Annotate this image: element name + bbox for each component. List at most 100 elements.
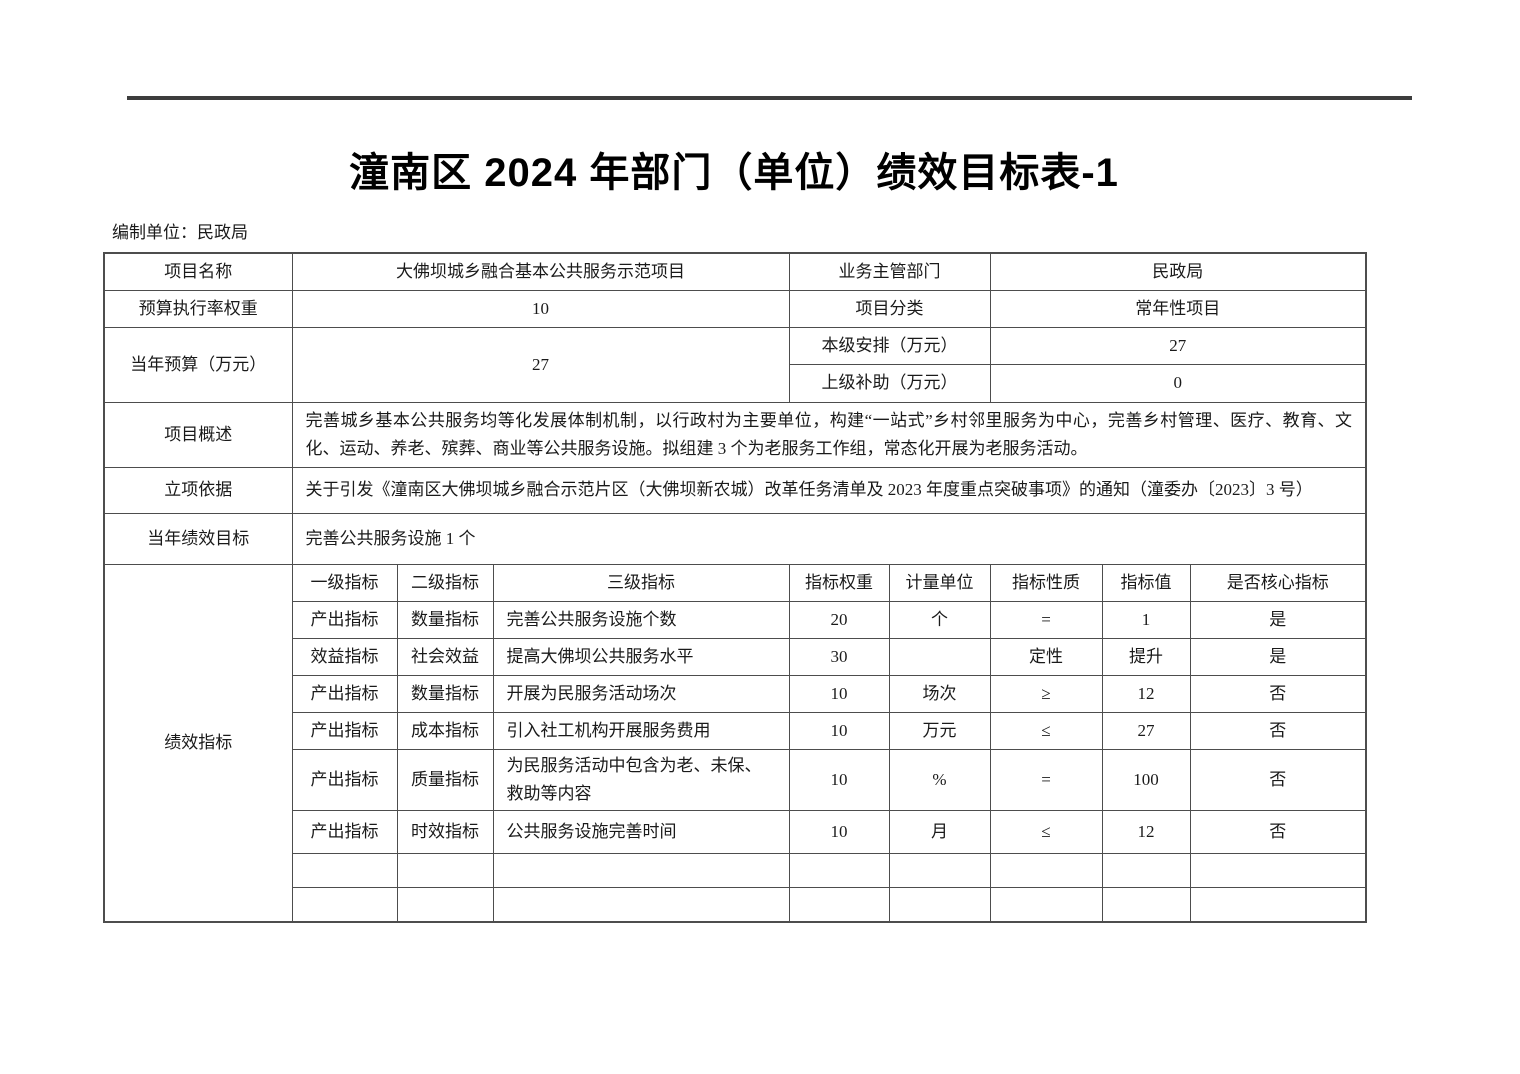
header-unit: 计量单位 bbox=[888, 563, 991, 602]
indicator-cell: 提升 bbox=[1101, 637, 1191, 676]
row-overview: 项目概述 完善城乡基本公共服务均等化发展体制机制，以行政村为主要单位，构建“一站… bbox=[103, 401, 1367, 468]
basis-label: 立项依据 bbox=[103, 466, 293, 514]
indicator-cell: 10 bbox=[788, 674, 890, 713]
indicator-cell: 公共服务设施完善时间 bbox=[492, 809, 790, 854]
indicator-cell bbox=[396, 886, 494, 923]
row-goal: 当年绩效目标 完善公共服务设施 1 个 bbox=[103, 512, 1367, 565]
indicator-cell: 社会效益 bbox=[396, 637, 494, 676]
indicator-cell: 月 bbox=[888, 809, 991, 854]
goal-text: 完善公共服务设施 1 个 bbox=[291, 512, 1367, 565]
indicator-cell bbox=[1189, 852, 1367, 888]
indicator-row: 产出指标 数量指标 完善公共服务设施个数 20 个 = 1 是 bbox=[104, 600, 1367, 639]
indicator-cell: 20 bbox=[788, 600, 890, 639]
indicator-cell bbox=[989, 852, 1103, 888]
indicator-cell: 是 bbox=[1189, 637, 1367, 676]
indicator-cell: 100 bbox=[1101, 748, 1191, 811]
indicator-cell: 定性 bbox=[989, 637, 1103, 676]
indicator-cell: 27 bbox=[1101, 711, 1191, 750]
budget-weight-value: 10 bbox=[291, 289, 790, 328]
basis-text: 关于引发《潼南区大佛坝城乡融合示范片区（大佛坝新农城）改革任务清单及 2023 … bbox=[291, 466, 1367, 514]
year-budget-value: 27 bbox=[291, 326, 790, 403]
indicator-row-empty bbox=[104, 886, 1367, 923]
indicator-cell: 产出指标 bbox=[291, 748, 398, 811]
indicator-cell: 产出指标 bbox=[291, 600, 398, 639]
indicator-cell: 效益指标 bbox=[291, 637, 398, 676]
indicator-cell bbox=[396, 852, 494, 888]
indicator-cell bbox=[1101, 886, 1191, 923]
indicator-row: 产出指标 数量指标 开展为民服务活动场次 10 场次 ≥ 12 否 bbox=[104, 674, 1367, 713]
indicator-cell bbox=[888, 852, 991, 888]
page-title: 潼南区 2024 年部门（单位）绩效目标表-1 bbox=[349, 151, 1119, 195]
indicator-cell: 产出指标 bbox=[291, 711, 398, 750]
indicator-cell: = bbox=[989, 600, 1103, 639]
header-core: 是否核心指标 bbox=[1189, 563, 1367, 602]
goal-label: 当年绩效目标 bbox=[103, 512, 293, 565]
indicator-cell bbox=[888, 886, 991, 923]
indicator-cell: 引入社工机构开展服务费用 bbox=[492, 711, 790, 750]
row-basis: 立项依据 关于引发《潼南区大佛坝城乡融合示范片区（大佛坝新农城）改革任务清单及 … bbox=[103, 466, 1367, 514]
indicator-cell: % bbox=[888, 748, 991, 811]
indicator-row: 产出指标 成本指标 引入社工机构开展服务费用 10 万元 ≤ 27 否 bbox=[104, 711, 1367, 750]
indicator-cell: 否 bbox=[1189, 674, 1367, 713]
local-arrangement-value: 27 bbox=[989, 326, 1367, 365]
upper-subsidy-value: 0 bbox=[989, 363, 1367, 403]
indicators-section-label: 绩效指标 bbox=[103, 563, 293, 923]
project-name-value: 大佛坝城乡融合基本公共服务示范项目 bbox=[291, 252, 790, 291]
header-rule bbox=[127, 96, 1412, 100]
indicator-cell bbox=[788, 852, 890, 888]
indicator-cell bbox=[989, 886, 1103, 923]
row-year-budget-1: 当年预算（万元） 27 本级安排（万元） 27 bbox=[103, 326, 1367, 403]
indicator-cell: 否 bbox=[1189, 711, 1367, 750]
indicator-cell: 是 bbox=[1189, 600, 1367, 639]
indicator-cell: 完善公共服务设施个数 bbox=[492, 600, 790, 639]
indicator-cell: 万元 bbox=[888, 711, 991, 750]
header-level1: 一级指标 bbox=[291, 563, 398, 602]
dept-label: 业务主管部门 bbox=[788, 252, 991, 291]
header-nature: 指标性质 bbox=[989, 563, 1103, 602]
indicator-row-empty bbox=[104, 852, 1367, 888]
indicator-row: 产出指标 时效指标 公共服务设施完善时间 10 月 ≤ 12 否 bbox=[104, 809, 1367, 854]
indicator-cell: 产出指标 bbox=[291, 674, 398, 713]
indicator-cell: 否 bbox=[1189, 809, 1367, 854]
header-level3: 三级指标 bbox=[492, 563, 790, 602]
indicator-cell: = bbox=[989, 748, 1103, 811]
prepared-by: 编制单位：民政局 bbox=[112, 223, 248, 242]
indicator-cell: 30 bbox=[788, 637, 890, 676]
row-project-name: 项目名称 大佛坝城乡融合基本公共服务示范项目 业务主管部门 民政局 bbox=[103, 252, 1367, 291]
indicator-cell: 场次 bbox=[888, 674, 991, 713]
indicator-cell: 否 bbox=[1189, 748, 1367, 811]
indicator-cell: 质量指标 bbox=[396, 748, 494, 811]
performance-target-table: 项目名称 大佛坝城乡融合基本公共服务示范项目 业务主管部门 民政局 预算执行率权… bbox=[103, 252, 1368, 923]
indicator-cell: 时效指标 bbox=[396, 809, 494, 854]
indicator-cell: 数量指标 bbox=[396, 674, 494, 713]
year-budget-label: 当年预算（万元） bbox=[103, 326, 293, 403]
indicator-row: 产出指标 质量指标 为民服务活动中包含为老、未保、救助等内容 10 % = 10… bbox=[104, 748, 1367, 811]
indicator-cell: 数量指标 bbox=[396, 600, 494, 639]
dept-value: 民政局 bbox=[989, 252, 1367, 291]
overview-text: 完善城乡基本公共服务均等化发展体制机制，以行政村为主要单位，构建“一站式”乡村邻… bbox=[291, 401, 1367, 468]
local-arrangement-label: 本级安排（万元） bbox=[788, 326, 991, 365]
indicator-cell: 成本指标 bbox=[396, 711, 494, 750]
indicator-cell: 为民服务活动中包含为老、未保、救助等内容 bbox=[492, 748, 790, 811]
indicator-cell: ≤ bbox=[989, 809, 1103, 854]
row-year-budget-2: 上级补助（万元） 0 bbox=[104, 363, 1367, 403]
indicator-header-row: 绩效指标 一级指标 二级指标 三级指标 指标权重 计量单位 指标性质 指标值 是… bbox=[103, 563, 1367, 923]
indicator-cell bbox=[492, 852, 790, 888]
indicator-cell bbox=[1101, 852, 1191, 888]
indicator-cell: 12 bbox=[1101, 809, 1191, 854]
indicator-cell: 10 bbox=[788, 711, 890, 750]
indicator-cell: 开展为民服务活动场次 bbox=[492, 674, 790, 713]
row-budget-weight: 预算执行率权重 10 项目分类 常年性项目 bbox=[103, 289, 1367, 328]
indicator-cell: ≥ bbox=[989, 674, 1103, 713]
indicator-cell bbox=[291, 886, 398, 923]
indicator-cell bbox=[1189, 886, 1367, 923]
category-label: 项目分类 bbox=[788, 289, 991, 328]
upper-subsidy-label: 上级补助（万元） bbox=[788, 363, 991, 403]
indicator-cell: 1 bbox=[1101, 600, 1191, 639]
category-value: 常年性项目 bbox=[989, 289, 1367, 328]
indicator-cell: 12 bbox=[1101, 674, 1191, 713]
indicator-cell bbox=[888, 637, 991, 676]
indicator-cell: 产出指标 bbox=[291, 809, 398, 854]
indicator-cell: 提高大佛坝公共服务水平 bbox=[492, 637, 790, 676]
